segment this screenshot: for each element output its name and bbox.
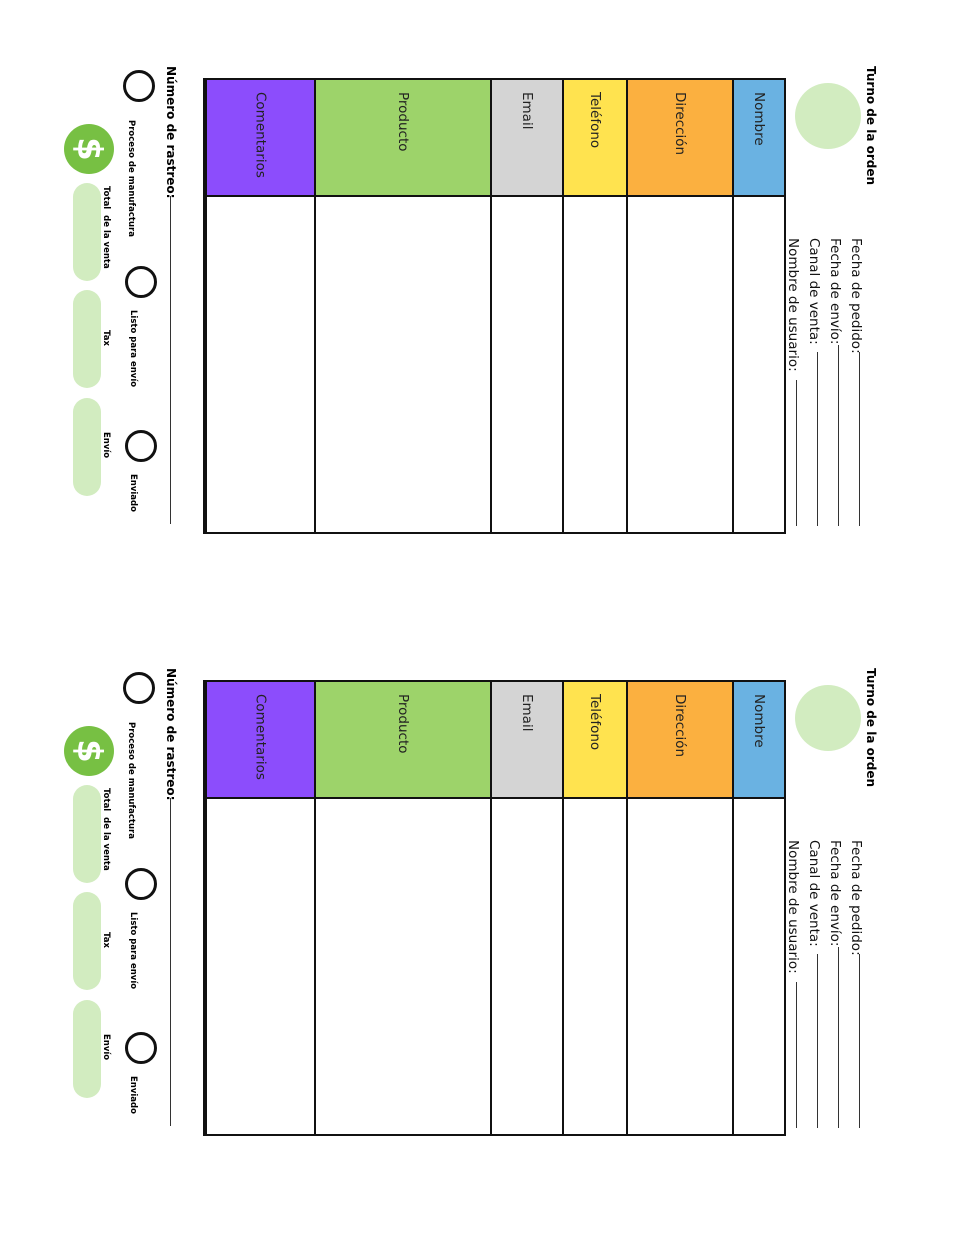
column-telefono: Teléfono: [562, 682, 626, 1134]
column-label: Comentarios: [252, 92, 269, 178]
username-label: Nombre de usuario:: [785, 840, 801, 974]
order-date-line[interactable]: [859, 954, 860, 1128]
column-header: Dirección: [628, 80, 732, 197]
column-producto: Producto: [314, 682, 490, 1134]
column-telefono: Teléfono: [562, 80, 626, 532]
column-header: Comentarios: [207, 80, 314, 197]
ready-to-ship-label: Listo para envío: [128, 912, 138, 990]
shipped-label: Enviado: [128, 1076, 138, 1114]
column-label: Email: [519, 92, 535, 130]
tax-field[interactable]: [73, 290, 101, 388]
column-label: Producto: [395, 92, 411, 152]
sales-channel-label: Canal de venta:: [806, 840, 822, 947]
column-label: Dirección: [672, 92, 688, 156]
form-title: Turno de la orden: [864, 66, 878, 186]
shipped-checkbox[interactable]: [125, 1032, 157, 1064]
column-label: Email: [519, 694, 535, 732]
column-header: Teléfono: [564, 80, 626, 197]
column-producto: Producto: [314, 80, 490, 532]
column-header: Teléfono: [564, 682, 626, 799]
shipping-label: Envío: [101, 1034, 111, 1061]
tax-label: Tax: [101, 330, 111, 346]
column-header: Nombre: [734, 80, 784, 197]
column-label: Nombre: [751, 694, 767, 748]
column-direccion: Dirección: [626, 80, 732, 532]
column-header: Comentarios: [207, 682, 314, 799]
manufacturing-checkbox[interactable]: [123, 70, 155, 102]
sale-total-label: Total de la venta: [101, 186, 111, 269]
tax-label: Tax: [101, 932, 111, 948]
ready-to-ship-checkbox[interactable]: [125, 868, 157, 900]
shipping-field[interactable]: [73, 1000, 101, 1098]
ship-date-label: Fecha de envío:: [827, 840, 843, 947]
sale-total-field[interactable]: [73, 785, 101, 883]
column-comentarios: Comentarios: [205, 682, 314, 1134]
ship-date-label: Fecha de envío:: [827, 238, 843, 345]
shipping-field[interactable]: [73, 398, 101, 496]
order-form-1: Turno de la orden Fecha de pedido: Fecha…: [0, 0, 954, 600]
order-date-label: Fecha de pedido:: [848, 840, 864, 956]
tracking-label: Número de rastreo:: [164, 66, 178, 199]
dollar-symbol: $: [69, 137, 109, 161]
sale-total-field[interactable]: [73, 183, 101, 281]
column-comentarios: Comentarios: [205, 80, 314, 532]
column-label: Nombre: [751, 92, 767, 146]
column-header: Email: [492, 682, 562, 799]
username-line[interactable]: [796, 380, 797, 526]
order-form-2: Turno de la orden Fecha de pedido: Fecha…: [0, 602, 954, 1202]
column-email: Email: [490, 682, 562, 1134]
column-nombre: Nombre: [732, 682, 784, 1134]
ship-date-line[interactable]: [838, 345, 839, 526]
column-label: Teléfono: [587, 694, 603, 751]
sale-total-label: Total de la venta: [101, 788, 111, 871]
ship-date-line[interactable]: [838, 947, 839, 1128]
shipping-label: Envío: [101, 432, 111, 459]
tracking-line[interactable]: [170, 798, 171, 1126]
order-date-line[interactable]: [859, 352, 860, 526]
column-label: Producto: [395, 694, 411, 754]
ready-to-ship-label: Listo para envío: [128, 310, 138, 388]
username-label: Nombre de usuario:: [785, 238, 801, 372]
order-date-label: Fecha de pedido:: [848, 238, 864, 354]
dollar-symbol: $: [69, 739, 109, 763]
form-title: Turno de la orden: [864, 668, 878, 788]
tax-field[interactable]: [73, 892, 101, 990]
column-header: Nombre: [734, 682, 784, 799]
column-header: Dirección: [628, 682, 732, 799]
sales-channel-label: Canal de venta:: [806, 238, 822, 345]
column-label: Dirección: [672, 694, 688, 758]
column-label: Comentarios: [252, 694, 269, 780]
column-header: Producto: [316, 80, 490, 197]
manufacturing-checkbox[interactable]: [123, 672, 155, 704]
column-label: Teléfono: [587, 92, 603, 149]
manufacturing-label: Proceso de manufactura: [126, 722, 136, 839]
column-email: Email: [490, 80, 562, 532]
sales-channel-line[interactable]: [817, 352, 818, 526]
shipped-label: Enviado: [128, 474, 138, 512]
dollar-icon: $: [64, 124, 114, 174]
column-nombre: Nombre: [732, 80, 784, 532]
ready-to-ship-checkbox[interactable]: [125, 266, 157, 298]
column-header: Producto: [316, 682, 490, 799]
order-table: Comentarios Producto Email Teléfono: [203, 78, 786, 534]
order-table: Comentarios Producto Email Teléfono: [203, 680, 786, 1136]
sales-channel-line[interactable]: [817, 954, 818, 1128]
column-header: Email: [492, 80, 562, 197]
tracking-line[interactable]: [170, 196, 171, 524]
manufacturing-label: Proceso de manufactura: [126, 120, 136, 237]
dollar-icon: $: [64, 726, 114, 776]
column-direccion: Dirección: [626, 682, 732, 1134]
order-number-circle[interactable]: [795, 685, 861, 751]
shipped-checkbox[interactable]: [125, 430, 157, 462]
tracking-label: Número de rastreo:: [164, 668, 178, 801]
order-number-circle[interactable]: [795, 83, 861, 149]
username-line[interactable]: [796, 982, 797, 1128]
